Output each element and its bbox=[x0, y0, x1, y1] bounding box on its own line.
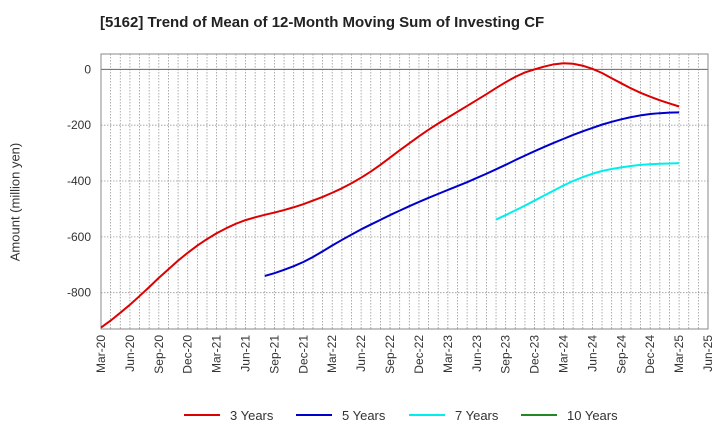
legend-swatch bbox=[409, 414, 445, 416]
x-tick-label: Mar-24 bbox=[556, 335, 570, 373]
x-tick-label: Mar-21 bbox=[210, 335, 224, 373]
x-tick-label: Mar-23 bbox=[441, 335, 455, 373]
x-tick-label: Sep-24 bbox=[614, 335, 628, 374]
grid-layer bbox=[101, 54, 708, 329]
x-tick-label: Jun-20 bbox=[123, 335, 137, 372]
x-tick-label: Jun-23 bbox=[470, 335, 484, 372]
x-tick-label: Jun-25 bbox=[701, 335, 715, 372]
x-tick-label: Mar-25 bbox=[672, 335, 686, 373]
x-tick-label: Sep-21 bbox=[267, 335, 281, 374]
x-tick-label: Mar-20 bbox=[94, 335, 108, 373]
y-tick-label: -200 bbox=[67, 118, 91, 132]
legend-item: 10 Years bbox=[521, 404, 618, 426]
plot-frame bbox=[100, 53, 709, 330]
x-tick-label: Sep-20 bbox=[152, 335, 166, 374]
legend-label: 10 Years bbox=[567, 407, 618, 423]
legend-swatch bbox=[184, 414, 220, 416]
series-line-5-years bbox=[264, 111, 680, 277]
legend-item: 7 Years bbox=[409, 404, 498, 426]
series-line-3-years bbox=[100, 62, 680, 329]
legend-label: 3 Years bbox=[230, 407, 274, 423]
y-tick-label: -400 bbox=[67, 174, 91, 188]
x-tick-label: Dec-22 bbox=[412, 335, 426, 374]
x-tick-labels: Mar-20 Jun-20 Sep-20 Dec-20 Mar-21 Jun-21 Sep-… bbox=[94, 335, 715, 374]
x-tick-label: Sep-22 bbox=[383, 335, 397, 374]
x-tick-label: Sep-23 bbox=[499, 335, 513, 374]
y-tick-label: 0 bbox=[84, 62, 91, 76]
x-tick-label: Jun-24 bbox=[585, 335, 599, 372]
legend-item: 3 Years bbox=[184, 404, 273, 426]
series-layer bbox=[100, 62, 680, 329]
x-tick-label: Mar-22 bbox=[325, 335, 339, 373]
legend-swatch bbox=[521, 414, 557, 416]
legend: 3 Years 5 Years 7 Years 10 Years bbox=[0, 404, 720, 426]
y-tick-label: -800 bbox=[67, 286, 91, 300]
legend-item: 5 Years bbox=[296, 404, 385, 426]
legend-label: 5 Years bbox=[342, 407, 386, 423]
legend-swatch bbox=[296, 414, 332, 416]
x-tick-label: Jun-22 bbox=[354, 335, 368, 372]
x-tick-label: Dec-24 bbox=[643, 335, 657, 374]
x-tick-label: Jun-21 bbox=[239, 335, 253, 372]
x-tick-label: Dec-23 bbox=[528, 335, 542, 374]
legend-label: 7 Years bbox=[455, 407, 499, 423]
x-tick-label: Dec-21 bbox=[296, 335, 310, 374]
chart-title: [5162] Trend of Mean of 12-Month Moving … bbox=[100, 14, 545, 31]
y-tick-labels: 0 -200 -400 -600 -800 bbox=[67, 62, 91, 299]
series-line-7-years bbox=[495, 162, 680, 221]
x-tick-label: Dec-20 bbox=[181, 335, 195, 374]
y-tick-label: -600 bbox=[67, 230, 91, 244]
